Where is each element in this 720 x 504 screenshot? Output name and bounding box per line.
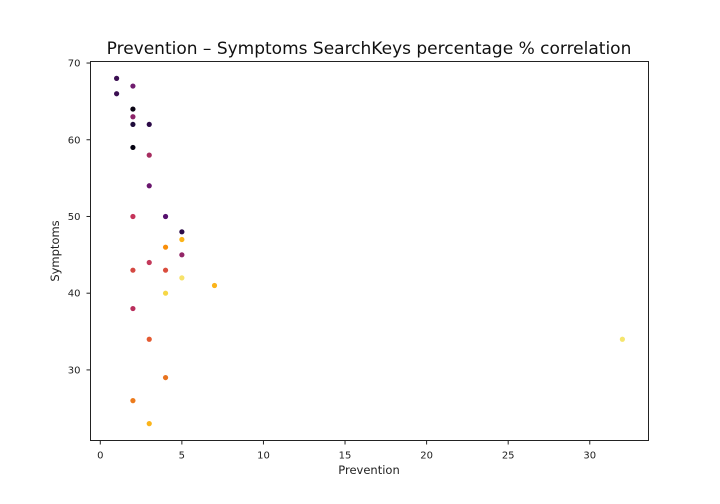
scatter-point bbox=[146, 152, 152, 158]
scatter-point bbox=[211, 282, 218, 289]
scatter-point bbox=[130, 213, 136, 220]
x-tick-label: 10 bbox=[257, 451, 270, 462]
scatter-point bbox=[619, 336, 625, 342]
scatter-point bbox=[130, 144, 136, 151]
scatter-point bbox=[146, 183, 152, 189]
scatter-point bbox=[130, 83, 136, 89]
y-tick-label: 50 bbox=[68, 212, 81, 223]
scatter-point bbox=[146, 336, 152, 342]
y-tick-label: 60 bbox=[68, 135, 81, 146]
y-tick-label: 30 bbox=[68, 365, 81, 376]
scatter-point bbox=[130, 106, 136, 112]
y-tick-label: 70 bbox=[68, 59, 81, 70]
x-tick-label: 25 bbox=[502, 451, 515, 462]
scatter-point bbox=[179, 236, 185, 243]
scatter-point bbox=[130, 398, 136, 404]
axes-frame bbox=[90, 61, 649, 441]
x-tick-label: 15 bbox=[339, 451, 352, 462]
scatter-point bbox=[130, 114, 136, 120]
x-tick-label: 5 bbox=[179, 451, 185, 462]
chart-title: Prevention – Symptoms SearchKeys percent… bbox=[107, 39, 632, 59]
y-tick-label: 40 bbox=[68, 289, 81, 300]
scatter-point bbox=[162, 244, 169, 250]
scatter-point bbox=[130, 121, 136, 128]
x-tick-label: 0 bbox=[97, 451, 103, 462]
scatter-point bbox=[179, 275, 185, 281]
scatter-point bbox=[146, 121, 152, 128]
scatter-point bbox=[146, 259, 152, 266]
scatter-point bbox=[162, 267, 169, 273]
scatter-point bbox=[179, 252, 185, 258]
scatter-point bbox=[114, 91, 120, 97]
plot-area bbox=[114, 75, 625, 427]
y-axis-label: Symptoms bbox=[48, 220, 62, 281]
scatter-point bbox=[146, 421, 152, 427]
scatter-point bbox=[114, 75, 120, 81]
scatter-point bbox=[162, 290, 169, 296]
scatter-point bbox=[130, 305, 136, 312]
scatter-point bbox=[162, 213, 169, 220]
x-tick-label: 30 bbox=[583, 451, 596, 462]
scatter-point bbox=[179, 229, 185, 235]
scatter-point bbox=[162, 374, 169, 381]
x-axis-label: Prevention bbox=[338, 463, 399, 477]
x-tick-label: 20 bbox=[420, 451, 433, 462]
scatter-point bbox=[130, 267, 136, 273]
